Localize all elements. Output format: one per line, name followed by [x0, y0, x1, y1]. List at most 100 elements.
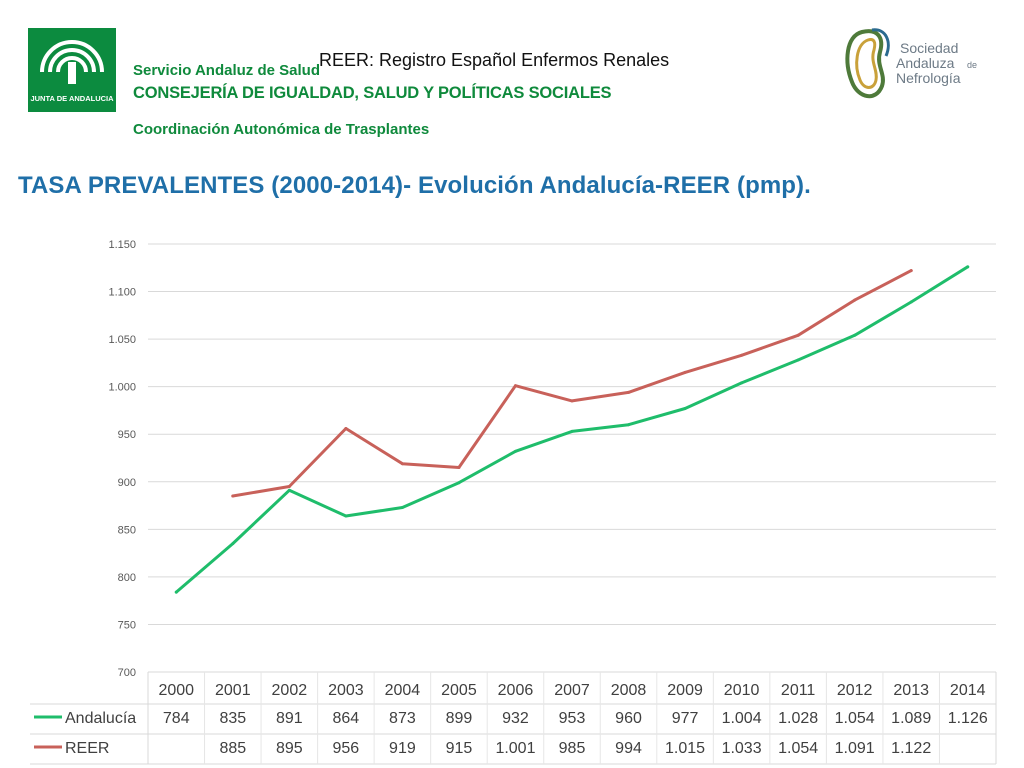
data-point [457, 466, 461, 470]
y-tick-label: 900 [118, 477, 136, 489]
y-tick-label: 750 [118, 619, 136, 631]
data-table: 2000 2001 2002 2003 2004 2005 2006 2007 2008 2009… [30, 672, 997, 765]
legend-series-name: REER [65, 740, 109, 757]
x-category-label: 2011 [781, 682, 816, 699]
sociedad-andaluza-nefrologia-logo: Sociedad Andaluza de Nefrología [845, 28, 977, 98]
y-tick-label: 1.150 [108, 239, 136, 251]
x-category-label: 2001 [215, 682, 251, 699]
series-line [231, 269, 913, 498]
data-point [570, 429, 574, 433]
data-point [287, 485, 291, 489]
x-category-label: 2014 [950, 682, 986, 699]
y-tick-label: 950 [118, 429, 136, 441]
data-point [683, 370, 687, 374]
data-table-cell: 895 [276, 740, 303, 757]
data-point [627, 423, 631, 427]
data-table-cell: 899 [446, 710, 473, 727]
data-table-cell: 915 [446, 740, 473, 757]
data-point [853, 333, 857, 337]
data-table-cell: 994 [615, 740, 642, 757]
data-table-cell: 985 [559, 740, 586, 757]
chart-title: TASA PREVALENTES (2000-2014)- Evolución … [18, 172, 811, 199]
data-table-cell: 1.004 [722, 710, 762, 727]
consejeria-label: CONSEJERÍA DE IGUALDAD, SALUD Y POLÍTICA… [133, 84, 612, 102]
x-category-label: 2009 [667, 682, 703, 699]
x-category-label: 2000 [158, 682, 194, 699]
sas-label: Servicio Andaluz de Salud [133, 62, 320, 79]
data-point [683, 407, 687, 411]
x-category-label: 2002 [272, 682, 308, 699]
data-point [796, 333, 800, 337]
data-point [513, 384, 517, 388]
y-tick-label: 700 [118, 667, 136, 679]
y-tick-label: 1.000 [108, 382, 136, 394]
y-axis-ticks: 700 750 800 850 900 950 1.000 1.050 1.100 1.150 [108, 239, 136, 679]
data-table-cell: 885 [219, 740, 246, 757]
y-tick-label: 1.100 [108, 287, 136, 299]
x-category-label: 2013 [893, 682, 929, 699]
data-table-cell: 1.028 [778, 710, 818, 727]
data-point [796, 358, 800, 362]
data-point [231, 542, 235, 546]
data-table-cell: 891 [276, 710, 303, 727]
reer-header-label: REER: Registro Español Enfermos Renales [319, 50, 670, 70]
data-table-cell: 873 [389, 710, 416, 727]
data-point [513, 449, 517, 453]
data-point [627, 390, 631, 394]
data-table-cell: 932 [502, 710, 529, 727]
data-point [231, 494, 235, 498]
data-table-cell: 1.089 [891, 710, 931, 727]
y-tick-label: 800 [118, 572, 136, 584]
data-point [740, 381, 744, 385]
x-category-label: 2004 [385, 682, 421, 699]
data-table-cell: 864 [333, 710, 360, 727]
data-point [174, 590, 178, 594]
san-logo-line3: Nefrología [896, 70, 961, 86]
data-point [570, 399, 574, 403]
x-category-label: 2008 [611, 682, 647, 699]
data-table-cell: 1.054 [835, 710, 875, 727]
x-category-label: 2005 [441, 682, 477, 699]
san-logo-line2-suffix: de [967, 60, 977, 70]
x-category-label: 2010 [724, 682, 760, 699]
x-category-label: 2003 [328, 682, 364, 699]
series-line [174, 265, 970, 594]
data-point [909, 269, 913, 273]
data-table-cell: 919 [389, 740, 416, 757]
data-table-cell: 1.091 [835, 740, 875, 757]
x-category-label: 2006 [498, 682, 534, 699]
data-point [344, 514, 348, 518]
data-table-cell: 1.126 [948, 710, 988, 727]
x-category-label: 2007 [554, 682, 590, 699]
data-point [344, 427, 348, 431]
data-point [457, 481, 461, 485]
data-point [909, 300, 913, 304]
legend-series-name: Andalucía [65, 710, 136, 727]
data-point [400, 505, 404, 509]
data-point [740, 353, 744, 357]
y-tick-label: 850 [118, 524, 136, 536]
data-table-cell: 960 [615, 710, 642, 727]
data-table-cell: 956 [333, 740, 360, 757]
data-table-cell: 1.001 [495, 740, 535, 757]
data-table-cell: 1.015 [665, 740, 705, 757]
data-point [400, 462, 404, 466]
series-lines [174, 265, 970, 594]
junta-de-andalucia-logo: JUNTA DE ANDALUCIA [28, 28, 116, 112]
data-table-cell: 1.122 [891, 740, 931, 757]
san-logo-line2: Andaluza [896, 55, 955, 71]
data-point [853, 298, 857, 302]
data-table-cell: 953 [559, 710, 586, 727]
data-table-cell: 835 [219, 710, 246, 727]
san-logo-line1: Sociedad [900, 40, 958, 56]
y-tick-label: 1.050 [108, 334, 136, 346]
x-category-label: 2012 [837, 682, 873, 699]
coordinacion-label: Coordinación Autonómica de Trasplantes [133, 121, 430, 138]
data-point [287, 488, 291, 492]
data-table-cell: 1.033 [722, 740, 762, 757]
data-point [966, 265, 970, 269]
grid-lines [148, 243, 996, 673]
data-table-cell: 784 [163, 710, 190, 727]
junta-logo-text: JUNTA DE ANDALUCIA [30, 94, 114, 103]
